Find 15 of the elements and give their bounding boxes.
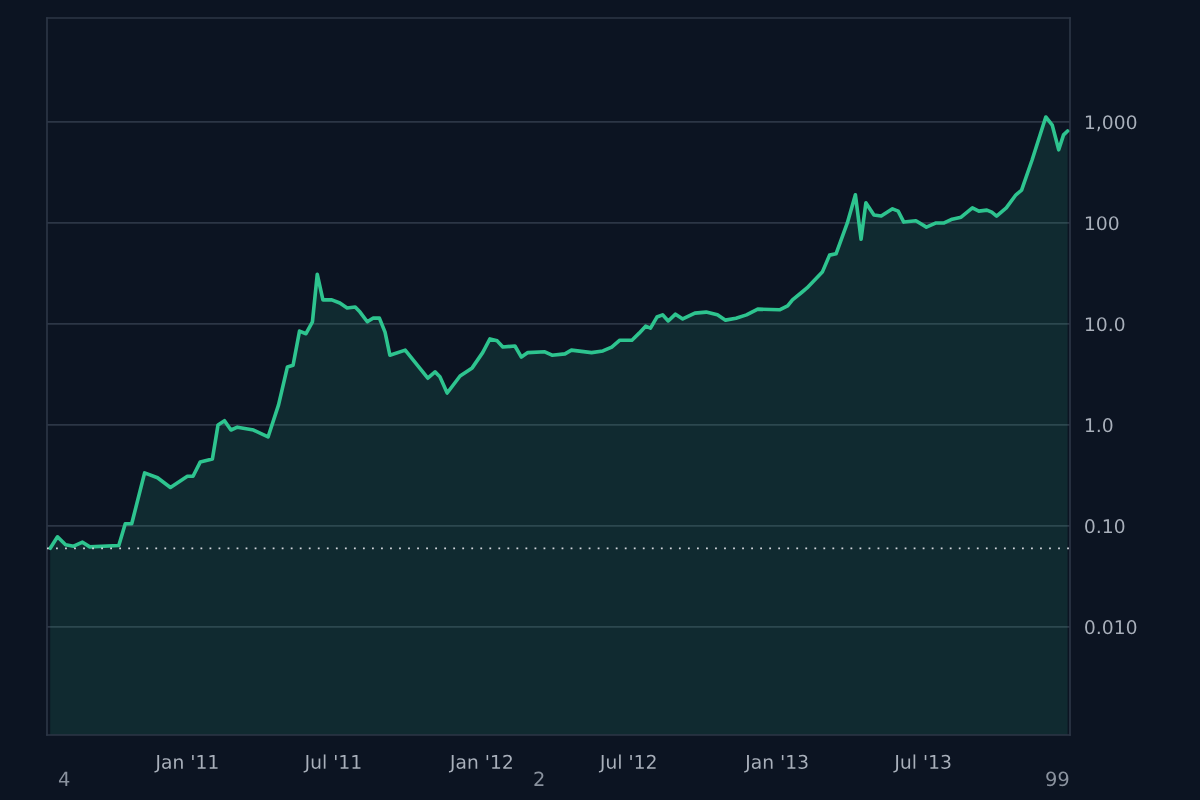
y-tick-label: 100 [1085, 216, 1119, 231]
x-tick-label: Jan '13 [744, 754, 808, 773]
text: 2 [534, 771, 544, 786]
y-tick-label: 10.0 [1085, 317, 1125, 332]
text: 4 [58, 771, 70, 786]
y-tick-label: 0.10 [1085, 519, 1125, 534]
x-tick-label: Jan '11 [154, 755, 218, 773]
text: 99 [1046, 771, 1069, 787]
y-tick-label: 1.0 [1085, 418, 1113, 433]
x-tick-label: Jan '12 [448, 754, 512, 773]
y-tick-label: 0.010 [1085, 620, 1137, 635]
x-tick-label: Jul '13 [893, 754, 951, 773]
x-tick-label: Jul '12 [598, 754, 656, 773]
y-tick-label: 1,000 [1085, 115, 1137, 132]
x-tick-label: Jul '11 [303, 754, 361, 773]
